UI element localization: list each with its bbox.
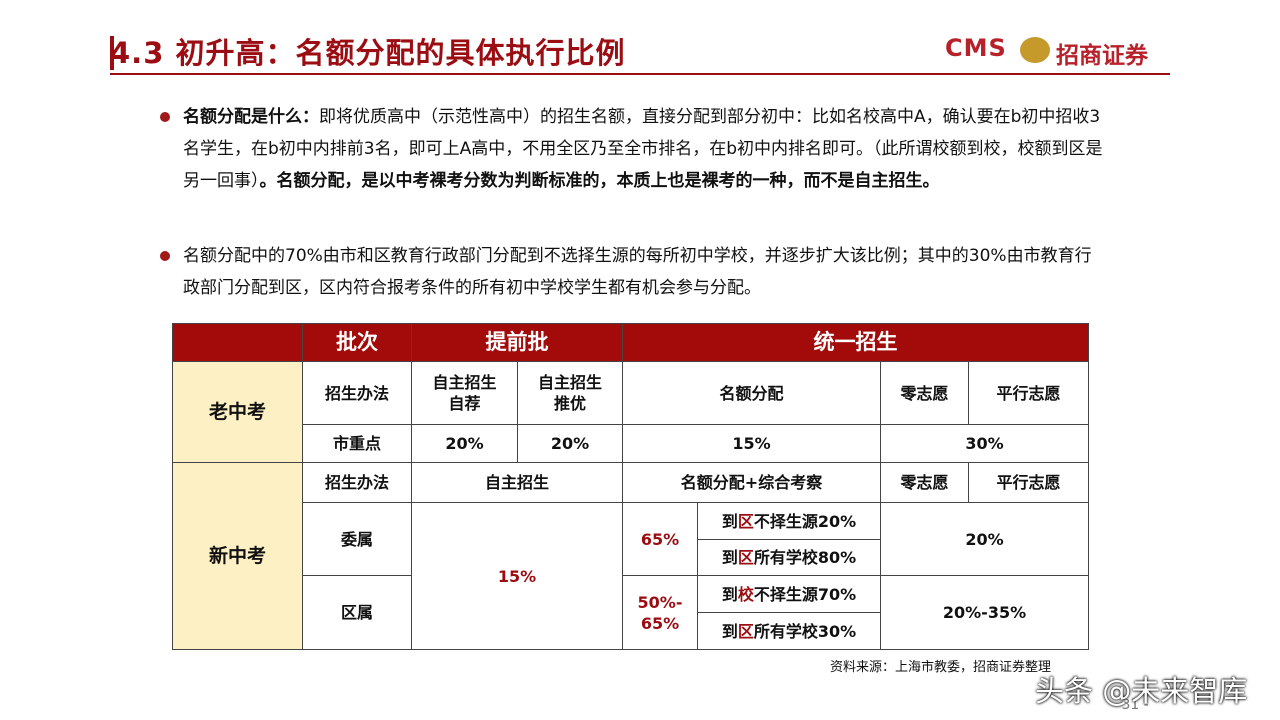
table-cell: 30% [880,424,1089,463]
table-row: 老中考 招生办法 自主招生自荐 自主招生推优 名额分配 零志愿 平行志愿 [172,361,1089,463]
highlight-text: 区 [737,548,754,567]
table-cell: 自主招生 [411,462,623,503]
header-cell: 统一招生 [622,323,1089,362]
source-note: 资料来源：上海市教委，招商证券整理 [830,660,1052,675]
table-row: 市重点 20% 20% 15% 30% [173,424,1089,463]
bullet-dot [160,112,170,122]
highlight-text: 校 [737,584,754,604]
data-table: 批次 提前批 统一招生 老中考 招生办法 自主招生自荐 自主招生推优 名额分配 … [172,323,1089,650]
text: 到 [721,548,738,567]
text: 自荐 [448,394,481,413]
logo-icon [1020,37,1050,63]
table-cell: 20% [517,424,623,463]
table-cell: 15% [411,502,623,650]
text: 不择生源20% [753,511,857,531]
highlight-text: 区 [737,511,754,531]
title-marker [110,36,114,70]
text: 推优 [553,394,586,413]
table-cell: 自主招生 推优 [517,361,623,425]
text: 自主招生 [432,373,497,392]
bold-text: 名额分配是什么： [183,107,319,127]
table-row: 区属 50%- 65% 到校不择生源70% 20%-35% [173,575,1089,650]
table-cell: 老中考 [172,361,303,463]
bullet-text: 名额分配是什么：即将优质高中（示范性高中）的招生名额，直接分配到部分初中：比如名… [183,101,1103,197]
table-cell: 65% [622,502,698,576]
table-cell: 区属 [302,575,412,650]
text: 50%- [637,592,683,612]
table-cell: 50%- 65% [622,575,698,650]
text: 到 [721,621,738,641]
table-cell: 新中考 [172,462,303,650]
page-number: - 31 - [1112,697,1149,713]
table-cell: 到区不择生源20% [697,502,881,540]
text: 到 [721,584,738,604]
table-cell: 平行志愿 [968,361,1089,425]
table-cell: 20% [880,502,1089,576]
slide-title: 4.3 初升高：名额分配的具体执行比例 [110,36,626,70]
text: 自主招生 [537,373,602,392]
table-cell: 20% [411,424,518,463]
logo-text: CMS [945,34,1007,62]
table-cell: 市重点 [302,424,412,463]
table-cell: 平行志愿 [968,462,1089,503]
table-row: 到区所有学校80% [173,539,1089,576]
table-row: 委属 15% 65% 到区不择生源20% 20% [173,502,1089,650]
bullet-dot [160,251,170,261]
table-row: 新中考 招生办法 自主招生 名额分配+综合考察 零志愿 平行志愿 [172,462,1089,650]
table-cell: 招生办法 [302,462,412,503]
table-cell: 名额分配 [622,361,881,425]
text: 到 [721,511,738,531]
table-cell: 自主招生 自荐 [411,361,518,425]
text: 65% [640,613,680,633]
header-cell [172,323,303,362]
bullet-text: 名额分配中的70%由市和区教育行政部门分配到不选择生源的每所初中学校，并逐步扩大… [183,240,1103,304]
company-name: 招商证券 [1056,42,1148,69]
text: 不择生源70% [753,584,857,604]
watermark: 头条 @未来智库 [1035,674,1248,708]
header-rule [110,73,1170,75]
text: 名额分配中的70%由市和区教育行政部门分配到不选择生源的每所初中学校，并逐步扩大… [183,246,1092,298]
table-cell: 到区所有学校30% [697,612,881,650]
table-cell: 招生办法 [302,361,412,425]
text: 所有学校80% [753,548,857,567]
text: 所有学校30% [753,621,857,641]
highlight-text: 区 [737,621,754,641]
header-row: 批次 提前批 统一招生 [172,323,1089,362]
header-cell: 批次 [302,323,412,362]
table-cell: 到区所有学校80% [697,539,881,576]
bold-text: 。名额分配，是以中考裸考分数为判断标准的，本质上也是裸考的一种，而不是自主招生。 [259,171,940,191]
table-cell: 名额分配+综合考察 [622,462,881,503]
table-cell: 委属 [302,502,412,576]
table-cell: 到校不择生源70% [697,575,881,613]
table-cell: 15% [622,424,881,463]
table-cell: 20%-35% [880,575,1089,650]
table-row: 到区所有学校30% [173,612,1089,650]
header-cell: 提前批 [411,323,623,362]
table-cell: 零志愿 [880,462,969,503]
table-cell: 零志愿 [880,361,969,425]
text: 即将优质高中（示范性高中）的招生名额，直接分配到部分初中：比如名校高中A，确认要… [183,107,1103,191]
